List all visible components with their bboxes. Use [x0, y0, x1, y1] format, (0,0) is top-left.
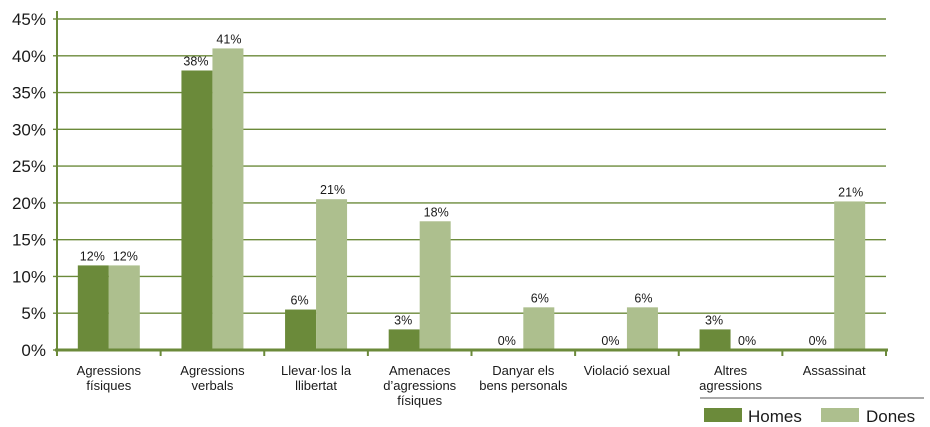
data-label: 41%	[216, 32, 241, 46]
data-label: 38%	[183, 54, 208, 68]
bar-homes	[181, 70, 213, 350]
y-tick-label: 45%	[12, 10, 46, 29]
x-category-label: Agressions	[180, 363, 245, 378]
gridlines	[57, 18, 886, 314]
legend-label-dones: Dones	[866, 407, 915, 426]
x-category-label: Amenaces	[389, 363, 451, 378]
data-label: 0%	[498, 334, 516, 348]
x-category-label: Danyar els	[492, 363, 555, 378]
legend-swatch-dones	[821, 408, 859, 422]
y-tick-label: 20%	[12, 194, 46, 213]
bar-homes	[77, 265, 109, 350]
data-labels: 12% 12% 38% 41% 6% 21% 3% 18% 0% 6% 0% 6% 3% 0% 0% 21%	[80, 32, 863, 348]
bar-dones	[834, 201, 866, 350]
data-label: 6%	[291, 294, 309, 308]
data-label: 6%	[634, 291, 652, 305]
data-label: 12%	[113, 249, 138, 263]
data-label: 12%	[80, 249, 105, 263]
data-label: 0%	[601, 334, 619, 348]
x-axis: AgressionsfísiquesAgressionsverbalsLleva…	[55, 348, 888, 408]
y-tick-label: 5%	[21, 304, 46, 323]
x-category-label: Llevar·los la	[281, 363, 352, 378]
x-category-label: Assassinat	[803, 363, 866, 378]
bars	[77, 48, 866, 351]
x-category-label: d’agressions	[383, 378, 456, 393]
data-label: 3%	[394, 313, 412, 327]
legend-swatch-homes	[704, 408, 742, 422]
x-category-label: Violació sexual	[584, 363, 671, 378]
x-category-label: físiques	[397, 393, 442, 408]
bar-dones	[523, 307, 555, 350]
x-category-label: bens personals	[479, 378, 568, 393]
bar-dones	[212, 48, 244, 351]
y-axis: 0% 5% 10% 15% 20% 25% 30% 35% 40% 45%	[12, 10, 58, 360]
y-tick-label: 10%	[12, 267, 46, 286]
x-category-label: verbals	[191, 378, 233, 393]
x-category-label: físiques	[86, 378, 131, 393]
data-label: 21%	[320, 183, 345, 197]
bar-dones	[108, 265, 140, 350]
data-label: 6%	[531, 291, 549, 305]
bar-homes	[285, 309, 317, 350]
y-tick-label: 30%	[12, 120, 46, 139]
x-category-label: Altres	[714, 363, 748, 378]
y-tick-label: 0%	[21, 341, 46, 360]
bar-dones	[626, 307, 658, 350]
legend: Homes Dones	[700, 397, 924, 426]
legend-label-homes: Homes	[748, 407, 802, 426]
x-category-label: agressions	[699, 378, 762, 393]
y-tick-label: 25%	[12, 157, 46, 176]
y-tick-label: 35%	[12, 84, 46, 103]
bar-homes	[699, 329, 731, 350]
data-label: 18%	[424, 205, 449, 219]
y-tick-label: 40%	[12, 47, 46, 66]
data-label: 0%	[738, 334, 756, 348]
data-label: 3%	[705, 313, 723, 327]
data-label: 21%	[838, 185, 863, 199]
y-tick-label: 15%	[12, 231, 46, 250]
bar-dones	[316, 199, 348, 350]
x-category-label: Agressions	[77, 363, 142, 378]
data-label: 0%	[809, 334, 827, 348]
bar-homes	[388, 329, 420, 350]
x-category-label: llibertat	[295, 378, 337, 393]
bar-dones	[419, 221, 451, 350]
